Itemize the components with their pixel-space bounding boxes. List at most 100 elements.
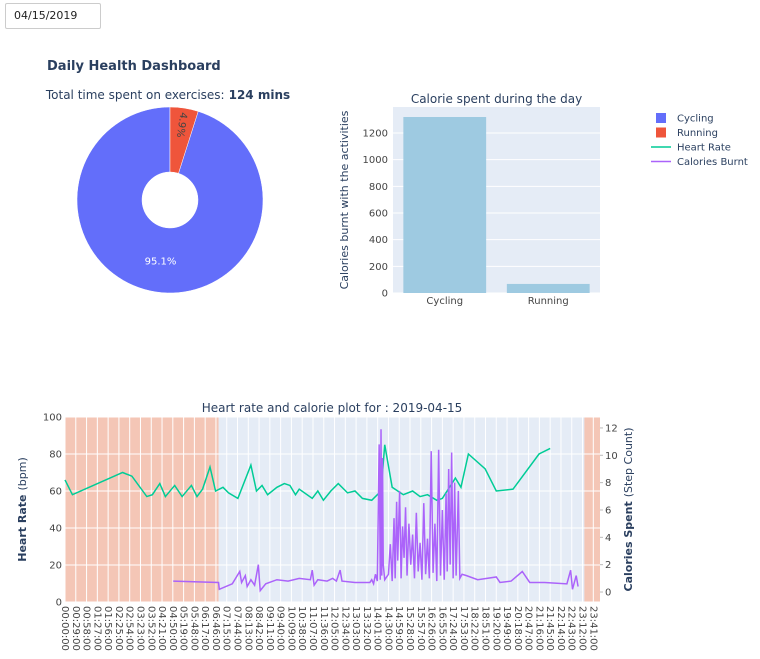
x-tick-label: 10:38:00 [296,606,307,651]
x-tick-label: 10:09:00 [285,606,296,651]
x-tick-label: 00:58:00 [81,606,92,651]
x-tick-label: 22:14:00 [555,606,566,651]
x-tick-label: 21:45:00 [544,606,555,651]
x-tick-label: 15:57:00 [415,606,426,651]
y2-axis-label-unit: (Step Count) [622,428,635,498]
pie-slice [169,106,199,174]
y-tick-label: 80 [49,450,62,461]
x-tick-label: 14:59:00 [393,606,404,651]
y-tick-label: 0 [56,598,62,609]
legend-swatch [656,127,666,138]
x-tick-label: 17:24:00 [447,606,458,651]
line-title: Heart rate and calorie plot for : 2019-0… [202,401,463,415]
x-tick-label: 02:25:00 [113,606,124,651]
y-axis-label: Calories burnt with the activities [338,110,351,289]
legend-label: Calories Burnt [677,157,748,168]
x-tick-label: 00:00:00 [59,606,70,651]
x-tick-label: 18:51:00 [479,606,490,651]
x-tick-label: 04:50:00 [167,606,178,651]
x-tick-label: 21:16:00 [533,606,544,651]
x-tick-label: 07:15:00 [221,606,232,651]
x-tick-label: 02:54:00 [124,606,135,651]
y2-axis-label: Calories Spent (Step Count) [622,428,635,592]
x-tick-label: 05:19:00 [178,606,189,651]
y-tick-label: 40 [49,524,62,535]
x-tick-label: 00:29:00 [70,606,81,651]
x-tick-label: 07:44:00 [232,606,243,651]
y-tick-label: 600 [369,209,388,220]
x-tick-label: 01:56:00 [102,606,113,651]
x-tick-label: 23:41:00 [587,606,598,651]
x-tick-label: 17:53:00 [458,606,469,651]
y-tick-label: 0 [382,289,388,300]
pie-title: Total time spent on exercises: 124 mins [45,88,290,102]
y2-tick-label: 10 [605,451,618,462]
x-tick-label: 09:11:00 [264,606,275,651]
pie-title-text: Total time spent on exercises: [45,88,225,102]
x-tick-label: 13:32:00 [361,606,372,651]
y-axis-label: Heart Rate (bpm) [16,457,29,561]
x-tick-label: 11:36:00 [318,606,329,651]
x-tick-label: 06:46:00 [210,606,221,651]
x-tick-label: 08:13:00 [242,606,253,651]
y-tick-label: 200 [369,262,388,273]
y2-tick-label: 4 [605,533,611,544]
y-tick-label: 800 [369,182,388,193]
legend-label: Running [677,128,718,139]
y-tick-label: 1000 [363,155,388,166]
pie-label: 4.9% [174,111,189,138]
x-tick-label: 19:20:00 [490,606,501,651]
y2-tick-label: 0 [605,588,611,599]
y-tick-label: 100 [43,413,62,424]
y-axis-label-unit: (bpm) [16,457,29,490]
legend-label: Heart Rate [677,143,731,154]
y-axis-label-text: Heart Rate [16,495,29,562]
y2-tick-label: 2 [605,560,611,571]
x-tick-label: 12:34:00 [339,606,350,651]
bar [403,117,487,293]
y-tick-label: 400 [369,235,388,246]
pie-title-value: 124 mins [229,88,291,102]
x-tick-label: 18:22:00 [469,606,480,651]
shaded-region [584,417,600,602]
x-tick-label: 03:23:00 [134,606,145,651]
x-tick-label: 04:21:00 [156,606,167,651]
x-tick-label: 05:48:00 [188,606,199,651]
x-tick-label: 15:28:00 [404,606,415,651]
x-tick-label: 13:03:00 [350,606,361,651]
shaded-region [65,417,219,602]
pie-label: 95.1% [145,256,177,267]
x-tick-label: 20:47:00 [523,606,534,651]
y-tick-label: 1200 [363,129,388,140]
date-picker[interactable]: 04/15/2019 [5,3,101,29]
x-tick-label: 11:07:00 [307,606,318,651]
x-tick-label: 22:43:00 [566,606,577,651]
y2-tick-label: 8 [605,478,611,489]
x-tick-label: 03:52:00 [145,606,156,651]
bar [506,283,590,293]
x-tick-label: 16:26:00 [426,606,437,651]
x-tick-label: 14:30:00 [382,606,393,651]
y-tick-label: 60 [49,487,62,498]
x-tick-label: 06:17:00 [199,606,210,651]
dashboard-title: Daily Health Dashboard [47,59,221,74]
legend-swatch [656,113,666,123]
y2-axis-label-text: Calories Spent [622,501,635,591]
x-tick-label: 08:42:00 [253,606,264,651]
x-tick-label: 23:12:00 [577,606,588,651]
x-tick-label: Cycling [426,296,463,307]
x-tick-label: 01:27:00 [91,606,102,651]
legend-label: Cycling [677,114,714,125]
x-tick-label: 14:01:00 [372,606,383,651]
series-line [173,429,579,593]
x-tick-label: 09:40:00 [275,606,286,651]
x-tick-label: Running [528,296,569,307]
y2-tick-label: 6 [605,505,611,516]
x-tick-label: 20:18:00 [512,606,523,651]
bar-title: Calorie spent during the day [411,92,582,106]
x-tick-label: 19:49:00 [501,606,512,651]
x-tick-label: 16:55:00 [436,606,447,651]
y2-tick-label: 12 [605,423,618,434]
